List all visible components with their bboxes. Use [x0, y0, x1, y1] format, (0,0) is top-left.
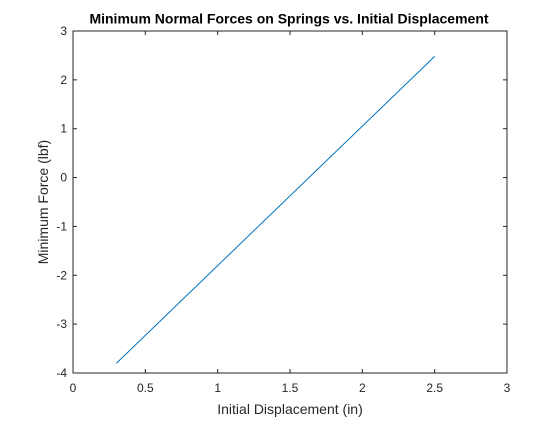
y-tick-label: 3 — [60, 24, 67, 38]
y-tick-label: 0 — [60, 171, 67, 185]
y-tick-label: -3 — [56, 317, 67, 331]
y-tick-label: -1 — [56, 219, 67, 233]
x-tick-label: 1.5 — [282, 381, 299, 395]
y-tick-label: 1 — [60, 122, 67, 136]
x-axis-label: Initial Displacement (in) — [217, 401, 363, 417]
y-axis-label: Minimum Force (lbf) — [35, 140, 51, 264]
y-tick-label: -2 — [56, 268, 67, 282]
x-tick-label: 2 — [359, 381, 366, 395]
x-tick-label: 0 — [70, 381, 77, 395]
x-tick-label: 1 — [214, 381, 221, 395]
plot-area — [73, 31, 507, 373]
chart-title: Minimum Normal Forces on Springs vs. Ini… — [89, 11, 488, 27]
y-tick-label: -4 — [56, 366, 67, 380]
y-tick-label: 2 — [60, 73, 67, 87]
x-tick-label: 3 — [504, 381, 511, 395]
x-tick-label: 2.5 — [426, 381, 443, 395]
x-tick-label: 0.5 — [137, 381, 154, 395]
